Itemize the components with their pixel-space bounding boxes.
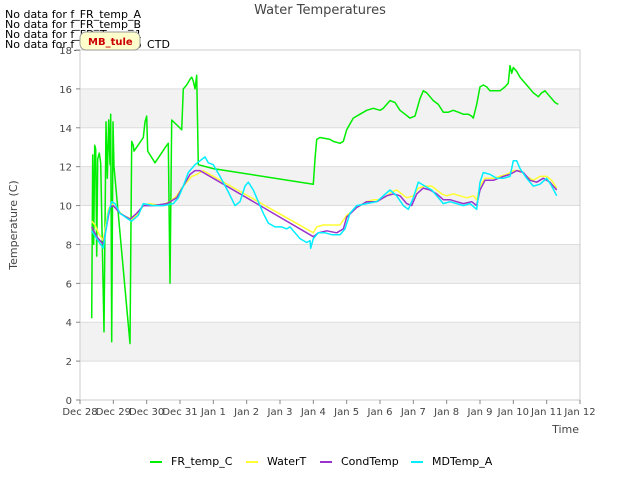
legend: FR_temp_C WaterT CondTemp MDTemp_A [150, 455, 493, 468]
background-band [80, 166, 580, 206]
no-data-message: No data for f_FR_temp_B [5, 18, 142, 31]
y-axis-ticks: 0 2 4 6 8 10 12 14 16 18 [59, 46, 80, 407]
background-band [80, 50, 580, 89]
background-band [80, 322, 580, 362]
y-tick-label: 6 [66, 279, 72, 290]
x-tick-label: Jan 1 [200, 407, 226, 418]
y-tick-label: 12 [59, 163, 72, 174]
x-tick-label: Jan 7 [400, 407, 426, 418]
legend-item-fr-temp-c: FR_temp_C [150, 455, 233, 468]
background-band [80, 127, 580, 167]
chart-title: Water Temperatures [254, 3, 386, 18]
y-axis-title: Temperature (C) [7, 180, 20, 270]
plot-frame [79, 49, 581, 401]
series-group [90, 64, 559, 345]
x-tick-label: Jan 5 [333, 407, 359, 418]
legend-label: CondTemp [341, 455, 399, 468]
y-tick-label: 16 [59, 85, 72, 96]
badge-label: MB_tule [88, 37, 133, 48]
x-tick-label: Dec 30 [129, 407, 164, 418]
x-tick-label: Jan 9 [467, 407, 493, 418]
background-band [80, 361, 580, 400]
no-data-message: No data for f_FD_Temp_1 [5, 28, 142, 41]
x-tick-label: Jan 3 [267, 407, 293, 418]
y-tick-label: 4 [66, 318, 72, 329]
legend-item-watert: WaterT [246, 455, 307, 468]
legend-label: MDTemp_A [432, 455, 493, 468]
x-tick-label: Jan 4 [300, 407, 326, 418]
y-tick-label: 10 [59, 202, 72, 213]
x-tick-label: Dec 28 [62, 407, 97, 418]
x-axis-title: Time [551, 423, 579, 436]
tooltip-badge: MB_tule [79, 31, 141, 51]
y-tick-label: 8 [66, 240, 72, 251]
x-tick-label: Jan 6 [367, 407, 393, 418]
series-line-mdtemp-a [91, 156, 558, 250]
background-band [80, 283, 580, 323]
legend-label: FR_temp_C [171, 455, 233, 468]
background-band [80, 244, 580, 284]
background-bands [80, 50, 580, 400]
y-tick-label: 18 [59, 46, 72, 57]
x-tick-label: Dec 31 [162, 407, 197, 418]
x-tick-label: Dec 29 [96, 407, 131, 418]
x-tick-label: Jan 8 [433, 407, 459, 418]
x-tick-label: Jan 2 [233, 407, 259, 418]
y-tick-label: 2 [66, 357, 72, 368]
background-band [80, 88, 580, 128]
legend-label: WaterT [267, 455, 307, 468]
x-tick-label: Jan 11 [530, 407, 562, 418]
series-line-fr-temp-c [90, 64, 559, 345]
legend-item-mdtemp-a: MDTemp_A [411, 455, 493, 468]
y-tick-label: 0 [66, 396, 72, 407]
x-tick-label: Jan 10 [497, 407, 529, 418]
no-data-message: No data for f_FR_temp_A [5, 8, 141, 21]
x-tick-label: Jan 12 [563, 407, 595, 418]
y-tick-label: 14 [59, 124, 72, 135]
badge-box [79, 31, 141, 51]
legend-item-condtemp: CondTemp [320, 455, 399, 468]
